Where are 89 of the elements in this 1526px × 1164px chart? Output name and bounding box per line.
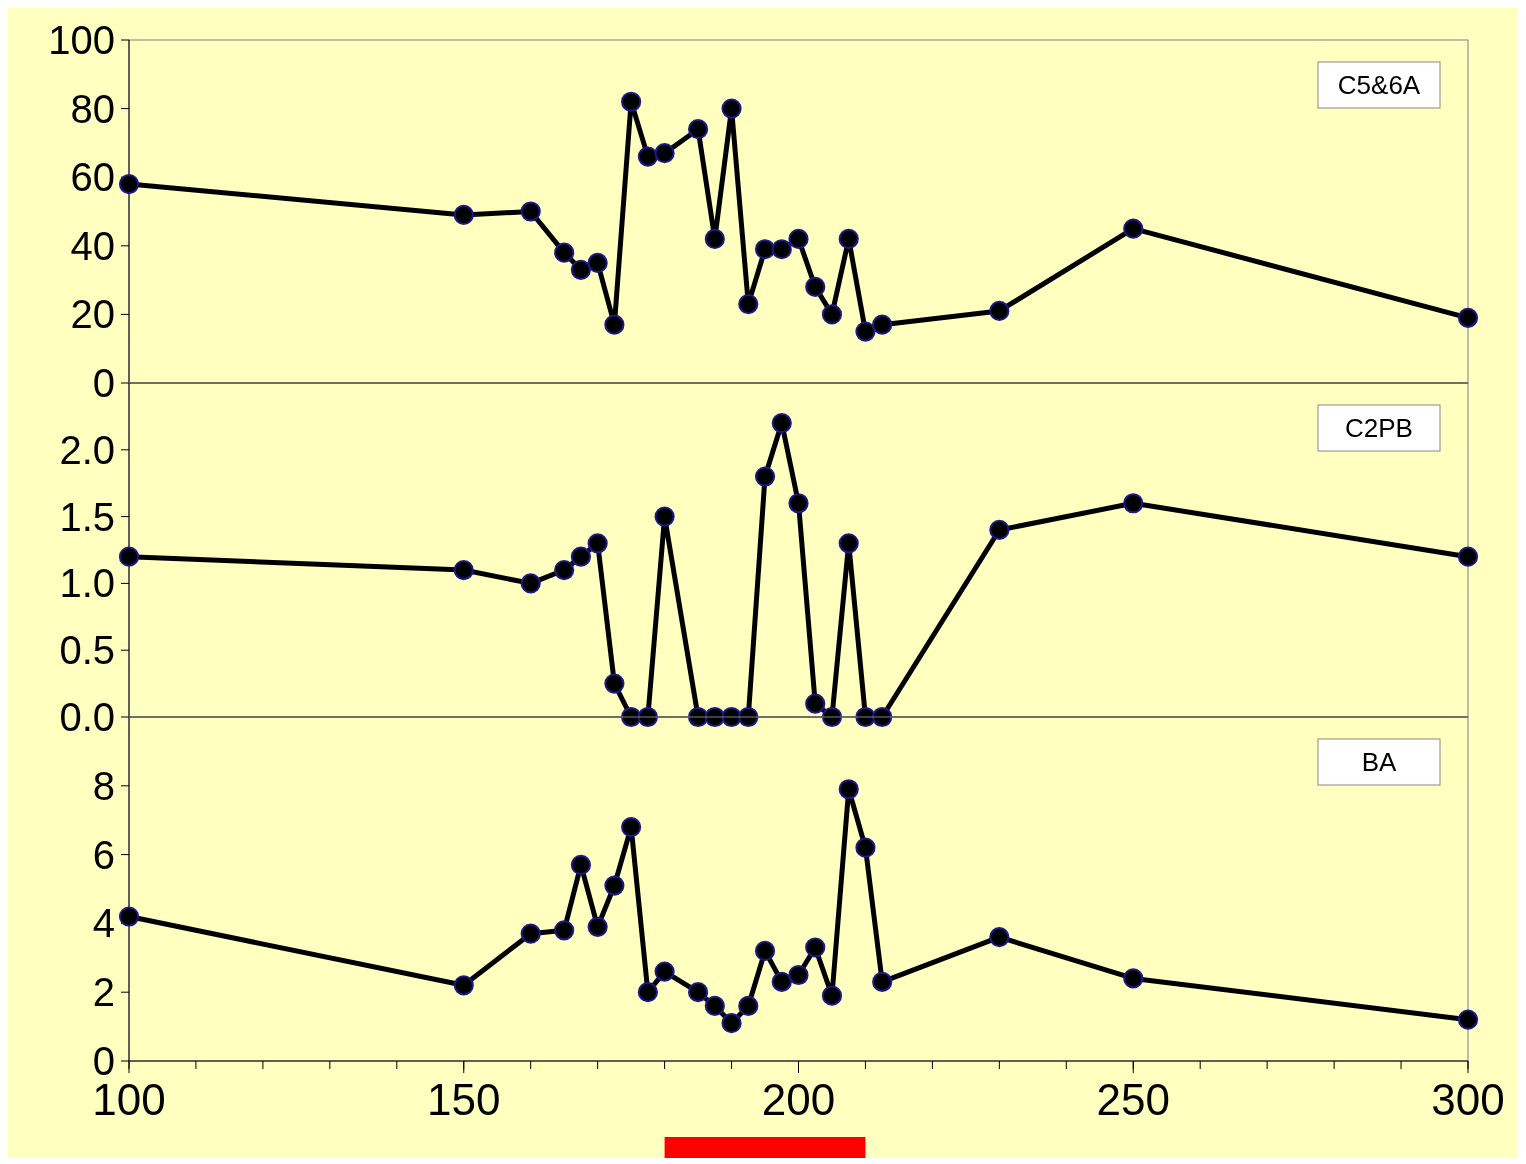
point — [821, 985, 843, 1006]
legend: C5&6A — [1317, 61, 1441, 109]
point — [520, 573, 541, 594]
point — [771, 971, 792, 992]
point — [587, 916, 608, 937]
y-tick-label: 6 — [92, 832, 115, 877]
point — [1457, 546, 1479, 567]
point — [788, 964, 809, 986]
point — [872, 314, 893, 335]
y-tick-label: 0.5 — [59, 628, 115, 673]
point — [520, 923, 541, 944]
point — [805, 693, 826, 714]
point — [855, 837, 876, 858]
point — [754, 466, 776, 487]
point — [1123, 968, 1144, 989]
point — [721, 1013, 742, 1034]
point — [118, 906, 140, 927]
x-tick-label: 200 — [761, 1075, 836, 1124]
point — [621, 91, 642, 112]
point — [738, 294, 759, 315]
point — [118, 173, 140, 195]
point — [637, 146, 658, 167]
y-tick-label: 40 — [70, 223, 115, 268]
point — [520, 201, 541, 222]
y-tick-label: 100 — [48, 18, 115, 62]
y-tick-label: 1.5 — [59, 494, 115, 539]
point — [1123, 218, 1144, 239]
point — [989, 519, 1010, 541]
point — [805, 276, 826, 298]
point — [704, 228, 725, 250]
point — [788, 228, 809, 250]
point — [637, 982, 658, 1003]
point — [1123, 493, 1144, 514]
point — [604, 875, 625, 896]
point — [453, 559, 474, 581]
point — [721, 98, 742, 119]
point — [654, 143, 675, 164]
point — [1457, 1009, 1479, 1030]
point — [771, 239, 792, 260]
point — [771, 413, 792, 434]
point — [554, 920, 575, 941]
point — [754, 239, 776, 260]
y-tick-label: 4 — [92, 901, 115, 946]
point — [554, 559, 575, 581]
point — [805, 937, 826, 958]
point — [687, 982, 709, 1003]
point — [738, 995, 759, 1017]
point — [838, 533, 859, 554]
point — [453, 204, 474, 226]
point — [838, 228, 859, 250]
x-tick-label: 150 — [427, 1075, 501, 1124]
point — [1457, 307, 1479, 328]
y-tick-label: 0.0 — [59, 695, 115, 739]
point — [587, 533, 608, 554]
legend: C2PB — [1317, 404, 1441, 452]
y-tick-label: 8 — [92, 763, 115, 808]
point — [453, 975, 474, 996]
point — [587, 252, 608, 274]
point — [570, 259, 592, 280]
point — [687, 119, 709, 140]
y-tick-label: 0 — [92, 361, 115, 405]
point — [654, 506, 675, 527]
y-tick-label: 2.0 — [59, 427, 115, 472]
point — [821, 304, 843, 325]
y-tick-label: 2 — [92, 970, 115, 1015]
point — [838, 779, 859, 800]
point — [754, 940, 776, 961]
point — [570, 546, 592, 567]
point — [855, 321, 876, 342]
y-tick-label: 0 — [92, 1039, 115, 1083]
point — [118, 546, 140, 567]
point — [554, 242, 575, 263]
legend: BA — [1317, 738, 1441, 786]
point — [788, 493, 809, 514]
point — [570, 854, 592, 875]
point — [704, 995, 725, 1017]
y-tick-label: 20 — [70, 292, 115, 337]
point — [654, 961, 675, 982]
x-tick-label: 300 — [1431, 1075, 1505, 1124]
point — [872, 971, 893, 992]
point — [989, 300, 1010, 322]
y-tick-label: 60 — [70, 155, 115, 200]
point — [621, 817, 642, 838]
y-tick-label: 1.0 — [59, 561, 115, 606]
point — [604, 673, 625, 694]
point — [604, 314, 625, 335]
y-tick-label: 80 — [70, 86, 115, 131]
point — [989, 927, 1010, 948]
x-tick-label: 250 — [1096, 1075, 1170, 1124]
